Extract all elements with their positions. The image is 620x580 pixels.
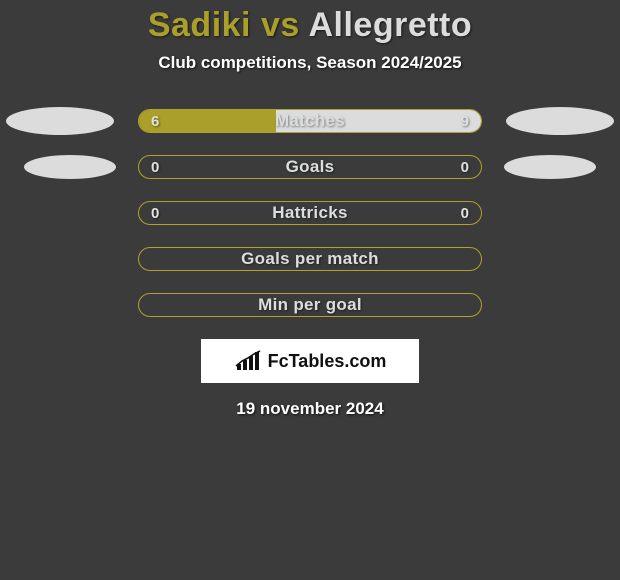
player-oval-left — [6, 107, 114, 135]
stat-value-right: 0 — [461, 156, 469, 178]
stat-value-right: 0 — [461, 202, 469, 224]
stat-row: Goals0 0 — [0, 155, 620, 179]
stat-value-right: 9 — [461, 110, 469, 132]
stat-bar: Goals per match — [138, 247, 482, 271]
stat-value-left: 0 — [151, 202, 159, 224]
title-vs: vs — [251, 6, 308, 44]
date-text: 19 november 2024 — [0, 399, 620, 419]
brand-icon — [234, 350, 262, 372]
subtitle: Club competitions, Season 2024/2025 — [0, 53, 620, 73]
brand-box[interactable]: FcTables.com — [201, 339, 419, 383]
stat-row: Matches6 9 — [0, 109, 620, 133]
stat-row: Goals per match — [0, 247, 620, 271]
stat-value-left: 6 — [151, 110, 159, 132]
stat-label: Min per goal — [139, 294, 481, 316]
stat-row: Hattricks0 0 — [0, 201, 620, 225]
stat-bar: Min per goal — [138, 293, 482, 317]
stat-bar: Goals0 0 — [138, 155, 482, 179]
player-oval-right — [504, 155, 596, 179]
title-player1: Sadiki — [148, 6, 251, 44]
page-title: Sadiki vs Allegretto — [0, 6, 620, 45]
stat-bar: Hattricks0 0 — [138, 201, 482, 225]
stat-label: Goals — [139, 156, 481, 178]
stat-rows: Matches69Goals00Hattricks00Goals per mat… — [0, 109, 620, 317]
player-oval-left — [24, 155, 116, 179]
stat-label: Goals per match — [139, 248, 481, 270]
stat-value-left: 0 — [151, 156, 159, 178]
stat-row: Min per goal — [0, 293, 620, 317]
player-oval-right — [506, 107, 614, 135]
stat-label: Matches — [139, 110, 481, 132]
content-area: Sadiki vs Allegretto Club competitions, … — [0, 0, 620, 419]
stat-label: Hattricks — [139, 202, 481, 224]
stat-bar: Matches6 9 — [138, 109, 482, 133]
title-player2: Allegretto — [308, 6, 472, 44]
brand-text: FcTables.com — [268, 351, 387, 372]
